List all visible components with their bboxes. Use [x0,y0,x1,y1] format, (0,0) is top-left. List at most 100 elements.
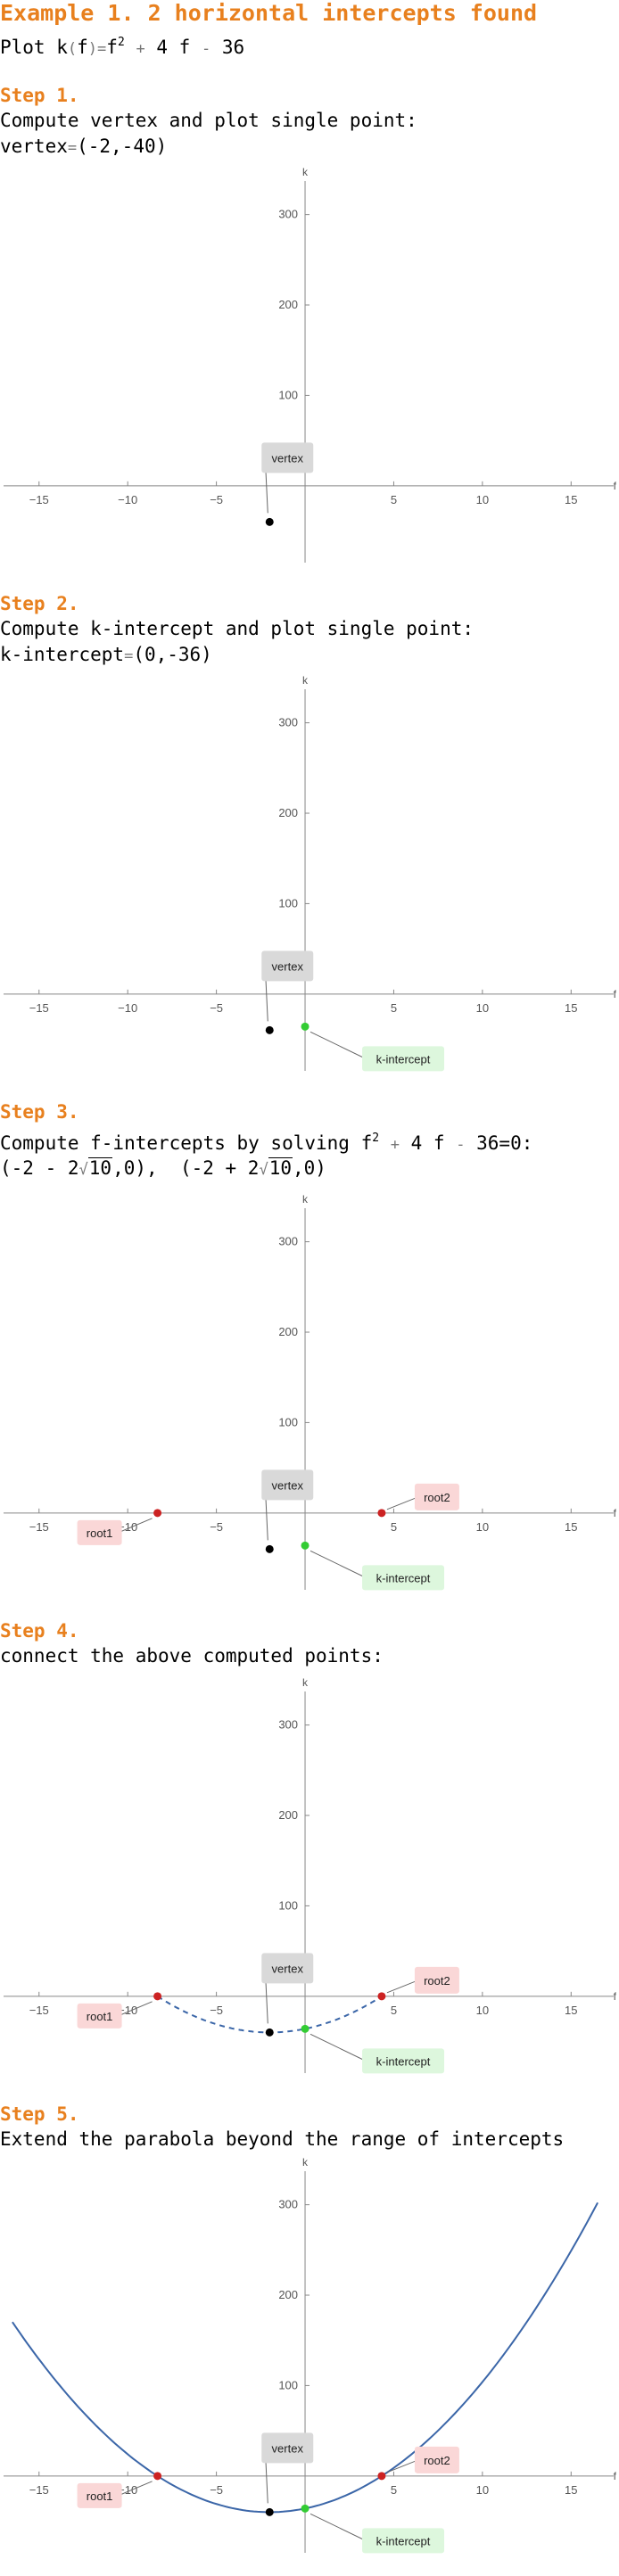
root2-point [377,1992,386,2001]
x-tick-label: 10 [476,2004,489,2017]
eq-plus: + [390,1136,400,1154]
chart-step-4: f k −15 −10 −5 5 10 15 100 200 300 vertex k-intercep… [4,1676,617,2074]
x-axis-label: f [614,1990,617,2003]
step-1-label: Step 1. [0,85,79,106]
root1-label-box [77,1519,122,1545]
root1-open: (-2 - 2 [0,1157,79,1179]
x-tick-label: −5 [210,1520,223,1534]
y-tick-label: 100 [278,1415,298,1428]
x-tick-label: 10 [476,493,489,506]
x-tick-label: 5 [391,1520,397,1534]
kint-eq: = [124,647,134,665]
step-1-text: Compute vertex and plot single point: [0,110,417,131]
vertex-label: vertex [272,1478,304,1492]
vertex-label-box [261,2432,314,2464]
vertex-label-box [261,1953,314,1984]
x-axis-label: f [614,480,617,492]
page-title: Example 1. 2 horizontal intercepts found [0,0,538,26]
step-4-label: Step 4. [0,1620,79,1642]
root1-point [153,1509,162,1518]
y-tick-label: 100 [278,388,298,401]
y-tick-label: 300 [278,2198,298,2211]
y-tick-label: 100 [278,1898,298,1912]
plot-prefix: Plot [0,37,45,58]
root2-label-box [414,1483,459,1510]
x-tick-label: −15 [29,2004,49,2017]
kint-label: k-intercept [376,1571,431,1584]
kint-label: k-intercept [376,1052,431,1066]
kint-point [301,1541,310,1550]
func-var: f [77,37,88,58]
x-tick-label: −10 [118,1520,137,1534]
root2-label: root2 [424,1974,450,1988]
kint-label-box [362,2528,445,2554]
x-tick-label: 15 [565,493,577,506]
y-tick-label: 100 [278,2378,298,2391]
kint-label-box [362,1565,445,1591]
x-tick-label: −15 [29,2483,49,2497]
x-tick-label: 15 [565,2004,577,2017]
chart-step-5: f k −15 −10 −5 5 10 15 100 200 300 vertex k-intercep… [4,2156,617,2554]
x-tick-label: −5 [210,493,223,506]
root1-label-box [77,2003,122,2029]
y-tick-label: 200 [278,298,298,311]
root2-point [377,2472,386,2481]
y-axis-label: k [302,1676,309,1689]
y-tick-label: 300 [278,1235,298,1248]
root2-radicand: 10 [268,1157,293,1179]
kint-point [301,2024,310,2033]
kint-name: k-intercept [0,644,125,665]
vertex-point [265,517,274,526]
vertex-label-box [261,1469,314,1501]
x-tick-label: −5 [210,2483,223,2497]
k-intercept-line: k-intercept=(0,-36) [0,642,212,669]
y-axis-label: k [302,2156,309,2169]
kint-value: (0,-36) [133,644,212,665]
x-tick-label: −10 [118,1001,137,1015]
root1-label: root1 [87,2010,113,2023]
vertex-name: vertex [0,136,68,157]
root1-label: root1 [87,2490,113,2503]
kint-point [301,1022,310,1031]
vertex-point [265,1544,274,1553]
func-c-term: 36 [221,37,245,58]
chart-step-2: f k −15 −10 −5 5 10 15 100 200 300 vertex k-intercep… [4,674,617,1072]
root1-radicand: 10 [87,1157,113,1179]
eq-rest: 36=0: [476,1132,533,1154]
kint-point [301,2504,310,2513]
parabola-curve [157,1996,383,2034]
step-3-prefix: Compute f-intercepts by solving [0,1132,350,1154]
func-name: k [56,37,68,58]
vertex-label: vertex [272,2441,304,2455]
step-4-text: connect the above computed points: [0,1645,384,1667]
root2-label-box [414,2446,459,2473]
func-base: f [106,37,118,58]
root1-label-box [77,2482,122,2508]
root1-point [153,2472,162,2481]
kint-label-box [362,2048,445,2074]
x-tick-label: −15 [29,493,49,506]
vertex-label: vertex [272,959,304,973]
y-tick-label: 300 [278,1718,298,1732]
root2-point [377,1509,386,1518]
vertex-value: (-2,-40) [77,136,168,157]
x-tick-label: 15 [565,1001,577,1015]
x-tick-label: 10 [476,1520,489,1534]
y-tick-label: 200 [278,806,298,819]
y-axis-label: k [302,166,309,178]
vertex-point [265,2507,274,2516]
y-tick-label: 200 [278,1325,298,1338]
vertex-label-box [261,951,314,982]
step-3-text: Compute f-intercepts by solving f2 + 4 f… [0,1126,532,1157]
x-tick-label: 5 [391,493,397,506]
kint-label: k-intercept [376,2534,431,2547]
x-tick-label: 15 [565,1520,577,1534]
vertex-label: vertex [272,451,304,465]
chart-step-1: f k −15 −10 −5 5 10 15 100 200 300 vertex [4,166,617,563]
step-2-label: Step 2. [0,593,79,614]
func-b-term: 4 f [156,37,191,58]
x-tick-label: 10 [476,2483,489,2497]
eq-exp: 2 [372,1132,380,1145]
root2-label: root2 [424,2454,450,2467]
x-tick-label: 15 [565,2483,577,2497]
